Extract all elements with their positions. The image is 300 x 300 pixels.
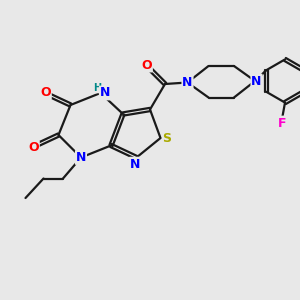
Text: H: H <box>93 82 101 93</box>
Text: S: S <box>163 131 172 145</box>
Text: N: N <box>251 74 262 88</box>
Text: N: N <box>76 151 86 164</box>
Text: O: O <box>141 58 152 72</box>
Text: N: N <box>130 158 140 171</box>
Text: N: N <box>182 76 193 89</box>
Text: N: N <box>100 86 110 100</box>
Text: O: O <box>28 141 39 154</box>
Text: F: F <box>278 116 286 130</box>
Text: O: O <box>40 85 51 99</box>
